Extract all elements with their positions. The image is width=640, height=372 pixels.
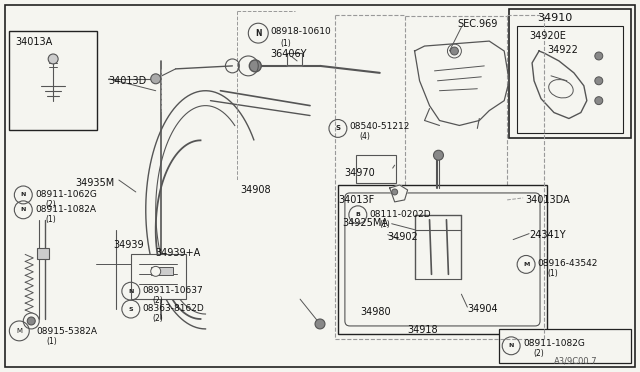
- Text: 34935M: 34935M: [75, 178, 115, 188]
- Text: 08111-0202D: 08111-0202D: [370, 210, 431, 219]
- Text: S: S: [129, 307, 133, 312]
- Text: 34013DA: 34013DA: [525, 195, 570, 205]
- Text: S: S: [335, 125, 340, 131]
- Circle shape: [433, 150, 444, 160]
- Circle shape: [595, 52, 603, 60]
- Text: A3/9C00.7: A3/9C00.7: [554, 357, 598, 366]
- Text: 34920E: 34920E: [529, 31, 566, 41]
- Circle shape: [392, 189, 397, 195]
- Text: 34939+A: 34939+A: [156, 247, 201, 257]
- Text: (2): (2): [45, 200, 56, 209]
- Text: 34902: 34902: [388, 232, 419, 242]
- Text: 34925MA: 34925MA: [342, 218, 388, 228]
- Text: 08911-1082A: 08911-1082A: [35, 205, 96, 214]
- Polygon shape: [415, 41, 509, 125]
- Bar: [509, 9, 630, 138]
- Bar: [151, 267, 173, 275]
- Circle shape: [48, 54, 58, 64]
- Circle shape: [151, 74, 161, 84]
- Text: N: N: [508, 343, 514, 348]
- Text: 08540-51212: 08540-51212: [350, 122, 410, 131]
- Text: 34939: 34939: [113, 240, 143, 250]
- Circle shape: [315, 319, 325, 329]
- Polygon shape: [532, 51, 587, 119]
- Text: 08916-43542: 08916-43542: [537, 259, 597, 269]
- Polygon shape: [287, 53, 302, 65]
- Text: 34904: 34904: [467, 304, 498, 314]
- Text: M: M: [523, 262, 529, 267]
- Text: (4): (4): [360, 132, 371, 141]
- Text: N: N: [128, 289, 134, 294]
- Text: 08911-1082G: 08911-1082G: [523, 339, 585, 348]
- Text: 34013F: 34013F: [338, 195, 374, 205]
- Bar: [338, 185, 547, 334]
- Bar: [517, 26, 623, 134]
- Text: 24341Y: 24341Y: [529, 230, 566, 240]
- Circle shape: [28, 317, 35, 325]
- Text: 34970: 34970: [344, 168, 374, 178]
- Text: 34910: 34910: [538, 13, 573, 23]
- Text: 34908: 34908: [241, 185, 271, 195]
- Circle shape: [451, 47, 458, 55]
- Bar: [356, 155, 396, 183]
- Text: (1): (1): [45, 215, 56, 224]
- Text: (1): (1): [280, 39, 291, 48]
- Text: (2): (2): [533, 349, 544, 358]
- Circle shape: [250, 60, 261, 72]
- Text: 08918-10610: 08918-10610: [270, 27, 331, 36]
- Text: N: N: [255, 29, 262, 38]
- Text: 08911-10637: 08911-10637: [143, 286, 204, 295]
- Text: 34918: 34918: [408, 325, 438, 335]
- Bar: [131, 254, 186, 299]
- Text: N: N: [20, 207, 26, 212]
- Text: 08363-8162D: 08363-8162D: [143, 304, 205, 313]
- Bar: [10, 31, 97, 131]
- Ellipse shape: [548, 80, 573, 98]
- FancyBboxPatch shape: [345, 193, 540, 326]
- Bar: [499, 329, 630, 363]
- Text: 34922: 34922: [547, 45, 578, 55]
- Text: M: M: [16, 328, 22, 334]
- Text: B: B: [355, 212, 360, 217]
- Text: 34980: 34980: [360, 307, 390, 317]
- Text: (1): (1): [46, 337, 57, 346]
- Text: (1): (1): [380, 220, 390, 229]
- Text: 34013A: 34013A: [15, 37, 52, 47]
- Text: 08915-5382A: 08915-5382A: [36, 327, 97, 336]
- Text: 08911-1062G: 08911-1062G: [35, 190, 97, 199]
- Text: N: N: [20, 192, 26, 198]
- Circle shape: [23, 313, 39, 329]
- Text: SEC.969: SEC.969: [458, 19, 498, 29]
- Bar: [37, 247, 49, 259]
- Text: 34013D: 34013D: [108, 76, 146, 86]
- Circle shape: [595, 97, 603, 105]
- Text: (2): (2): [153, 314, 163, 323]
- Circle shape: [595, 77, 603, 85]
- Text: 36406Y: 36406Y: [270, 49, 307, 59]
- Circle shape: [151, 266, 161, 276]
- Text: (1): (1): [547, 269, 558, 278]
- Text: (2): (2): [153, 296, 163, 305]
- Polygon shape: [390, 185, 408, 202]
